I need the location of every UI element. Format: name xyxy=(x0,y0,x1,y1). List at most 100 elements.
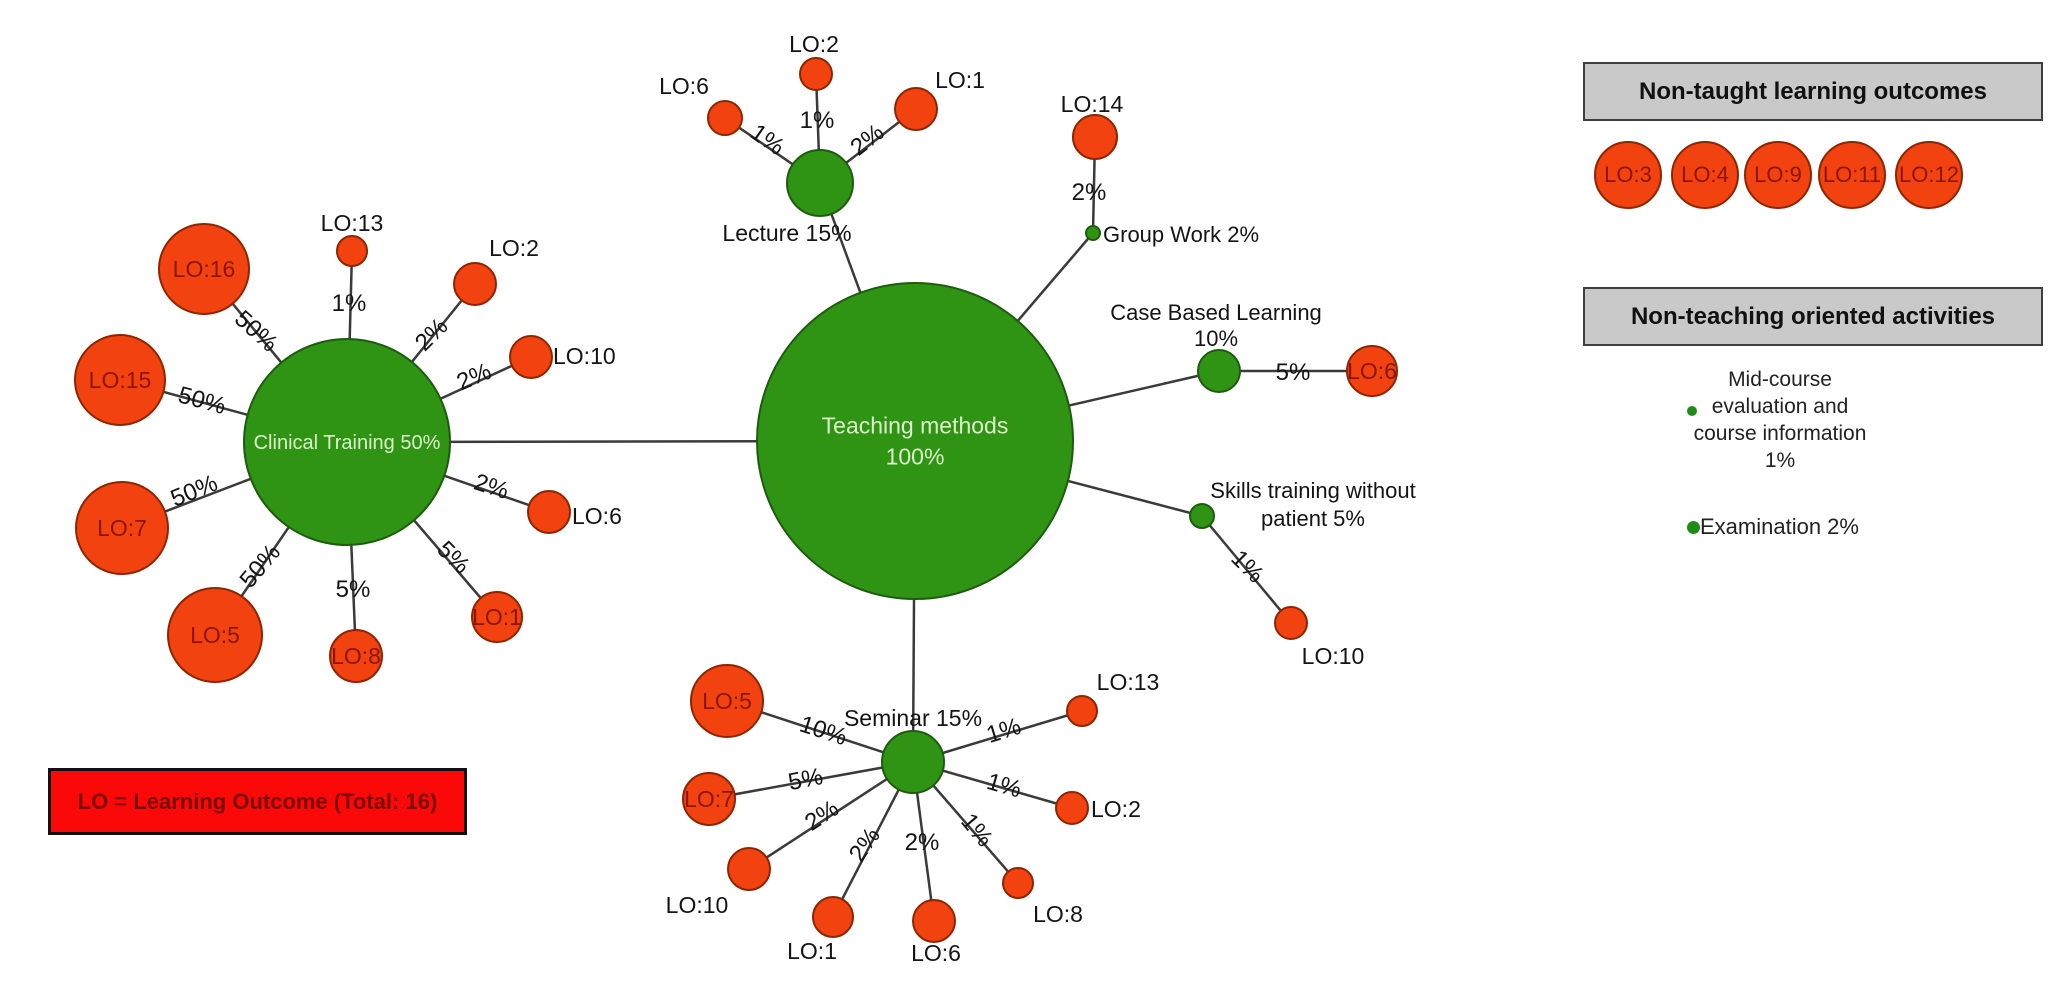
node-clinical xyxy=(243,338,451,546)
label-seminar: Seminar 15% xyxy=(844,705,982,731)
node-c_lo13 xyxy=(336,235,368,267)
non-taught-lo-3: LO:3 xyxy=(1594,141,1662,209)
label-clinical: Clinical Training 50% xyxy=(254,432,441,454)
edge-label-clinical-c_lo5: 50% xyxy=(234,539,286,593)
node-l_lo2 xyxy=(799,57,833,91)
label-groupwork: Group Work 2% xyxy=(1103,222,1259,247)
non-taught-outcomes-header: Non-taught learning outcomes xyxy=(1583,62,2043,121)
midcourse-line-3: course information xyxy=(1693,422,1867,445)
edge-label-seminar-se_lo13: 1% xyxy=(983,713,1024,749)
non-taught-lo-3-label: LO:3 xyxy=(1604,162,1652,187)
edge-seminar-se_lo10 xyxy=(748,760,914,871)
label-g_lo14: LO:14 xyxy=(1061,91,1124,117)
edge-label-cbl-cb_lo6: 5% xyxy=(1276,359,1311,386)
node-lecture xyxy=(786,149,854,217)
node-c_lo15 xyxy=(74,334,166,426)
edge-label-clinical-c_lo7: 50% xyxy=(167,470,222,513)
node-c_lo2 xyxy=(453,262,497,306)
non-taught-lo-4: LO:4 xyxy=(1671,141,1739,209)
non-taught-lo-11-label: LO:11 xyxy=(1822,162,1882,187)
edge-label-clinical-c_lo6: 2% xyxy=(471,469,512,505)
label-se_lo7: LO:7 xyxy=(684,786,734,812)
node-c_lo1 xyxy=(471,591,523,643)
examination-label: Examination 2% xyxy=(1700,514,1859,539)
edge-seminar-se_lo7 xyxy=(708,760,914,801)
label-teaching: 100% xyxy=(886,444,945,470)
node-c_lo10 xyxy=(509,335,553,379)
node-groupwork xyxy=(1085,225,1101,241)
label-c_lo8: LO:8 xyxy=(331,643,381,669)
label-c_lo15: LO:15 xyxy=(89,367,152,393)
examination-bullet-dot xyxy=(1687,520,1700,534)
examination-item: Examination 2% xyxy=(1687,514,1859,540)
node-c_lo8 xyxy=(329,629,383,683)
midcourse-bullet-dot xyxy=(1687,406,1697,416)
label-se_lo8: LO:8 xyxy=(1033,901,1083,927)
non-taught-lo-9: LO:9 xyxy=(1744,141,1812,209)
node-s_lo10 xyxy=(1274,606,1308,640)
edge-skills-s_lo10 xyxy=(1201,515,1292,624)
label-cbl: 10% xyxy=(1194,326,1238,351)
node-se_lo5 xyxy=(690,664,764,738)
label-se_lo2: LO:2 xyxy=(1091,796,1141,822)
label-c_lo10: LO:10 xyxy=(553,343,616,369)
non-taught-lo-12: LO:12 xyxy=(1895,141,1963,209)
label-se_lo1: LO:1 xyxy=(787,938,837,964)
label-c_lo1: LO:1 xyxy=(472,604,522,630)
edge-label-lecture-l_lo2: 1% xyxy=(800,107,835,134)
edge-label-seminar-se_lo8: 1% xyxy=(955,808,998,852)
node-cbl xyxy=(1197,349,1241,393)
label-c_lo6: LO:6 xyxy=(572,503,622,529)
node-c_lo5 xyxy=(167,587,263,683)
non-taught-lo-4-label: LO:4 xyxy=(1681,162,1729,187)
node-c_lo7 xyxy=(75,481,169,575)
non-taught-lo-9-label: LO:9 xyxy=(1754,162,1802,187)
midcourse-line-1: Mid-course xyxy=(1728,368,1832,391)
edge-label-clinical-c_lo15: 50% xyxy=(175,381,228,420)
label-se_lo13: LO:13 xyxy=(1097,669,1160,695)
non-taught-lo-11: LO:11 xyxy=(1818,141,1886,209)
node-se_lo8 xyxy=(1002,867,1034,899)
label-se_lo6: LO:6 xyxy=(911,940,961,966)
node-c_lo16 xyxy=(158,223,250,315)
node-se_lo10 xyxy=(727,847,771,891)
label-cb_lo6: LO:6 xyxy=(1347,358,1397,384)
edge-label-clinical-c_lo1: 5% xyxy=(431,536,475,580)
label-cbl: Case Based Learning xyxy=(1110,300,1322,325)
label-c_lo16: LO:16 xyxy=(173,256,236,282)
label-c_lo13: LO:13 xyxy=(321,210,384,236)
node-g_lo14 xyxy=(1072,114,1118,160)
label-l_lo6: LO:6 xyxy=(659,73,709,99)
midcourse-percent: 1% xyxy=(1764,449,1796,472)
label-l_lo1: LO:1 xyxy=(935,67,985,93)
label-se_lo10: LO:10 xyxy=(666,892,729,918)
node-se_lo1 xyxy=(812,896,854,938)
edge-label-clinical-c_lo16: 50% xyxy=(229,305,283,357)
edge-label-lecture-l_lo6: 1% xyxy=(745,119,789,161)
edge-label-seminar-se_lo7: 5% xyxy=(786,763,825,796)
node-seminar xyxy=(881,730,945,794)
edge-label-groupwork-g_lo14: 2% xyxy=(1072,179,1107,206)
label-l_lo2: LO:2 xyxy=(789,31,839,57)
midcourse-line-2: evaluation and xyxy=(1711,395,1849,418)
edge-label-clinical-c_lo8: 5% xyxy=(336,576,371,603)
label-s_lo10: LO:10 xyxy=(1302,643,1365,669)
node-cb_lo6 xyxy=(1346,345,1398,397)
node-se_lo6 xyxy=(912,899,956,943)
label-c_lo5: LO:5 xyxy=(190,622,240,648)
node-teaching xyxy=(756,282,1074,600)
node-se_lo13 xyxy=(1066,695,1098,727)
node-se_lo2 xyxy=(1055,791,1089,825)
midcourse-evaluation-item: Mid-course evaluation and course informa… xyxy=(1660,366,1900,474)
legend-text: LO = Learning Outcome (Total: 16) xyxy=(77,788,438,814)
non-taught-lo-12-label: LO:12 xyxy=(1899,162,1959,187)
edge-label-seminar-se_lo2: 1% xyxy=(984,768,1025,804)
node-c_lo6 xyxy=(527,490,571,534)
node-se_lo7 xyxy=(682,772,736,826)
label-c_lo2: LO:2 xyxy=(489,235,539,261)
non-teaching-activities-header: Non-teaching oriented activities xyxy=(1583,287,2043,346)
node-l_lo1 xyxy=(894,87,938,131)
edge-label-lecture-l_lo1: 2% xyxy=(845,119,889,162)
